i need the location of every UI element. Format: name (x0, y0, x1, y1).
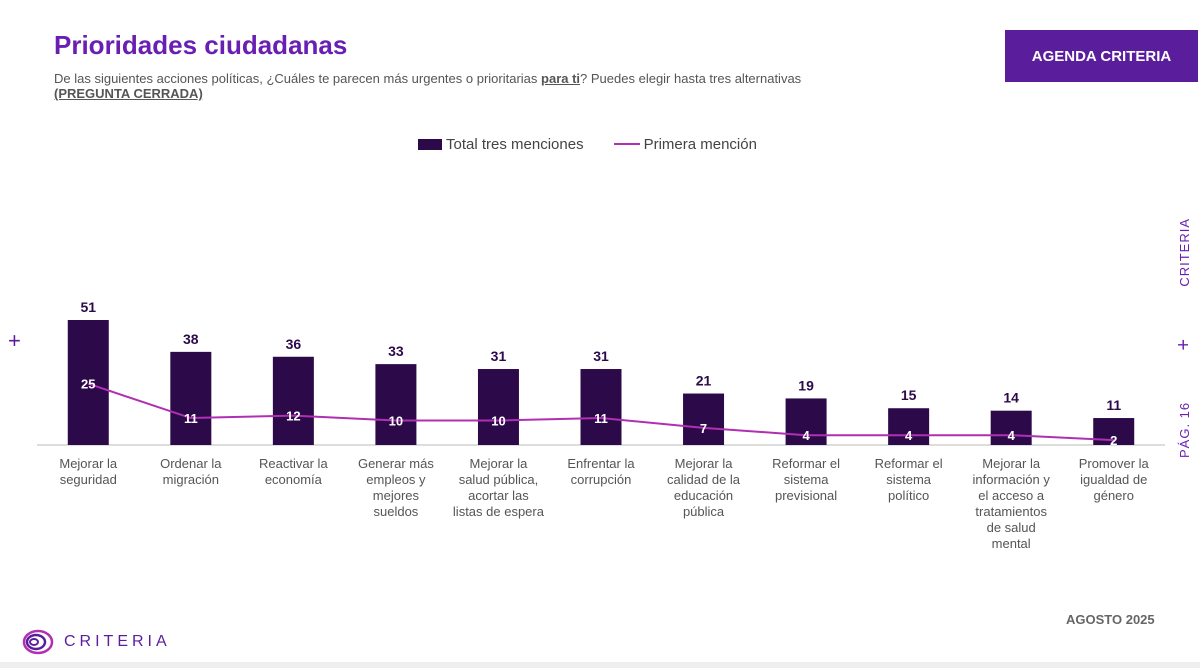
category-label: Promover la (1079, 456, 1150, 471)
chart-legend: Total tres menciones Primera mención (418, 134, 757, 154)
first-mention-label: 4 (1008, 428, 1016, 443)
category-label: corrupción (571, 472, 632, 487)
bar-value-label: 36 (286, 336, 302, 352)
bar-value-label: 31 (491, 348, 507, 364)
bar (170, 351, 212, 445)
category-label: Reactivar la (259, 456, 328, 471)
bar (990, 410, 1032, 445)
question-text-end: ? Puedes elegir hasta tres alternativas (580, 71, 802, 86)
question-type-note: (PREGUNTA CERRADA) (54, 86, 203, 101)
bottom-strip (0, 662, 1200, 668)
first-mention-label: 11 (184, 411, 198, 426)
category-label: economía (265, 472, 323, 487)
bar (375, 364, 417, 445)
category-label: el acceso a (978, 488, 1045, 503)
category-label: tratamientos (975, 504, 1047, 519)
category-label: migración (163, 472, 219, 487)
question-text: De las siguientes acciones políticas, ¿C… (54, 71, 894, 101)
category-label: empleos y (366, 472, 426, 487)
legend-line-swatch (613, 143, 640, 145)
category-label: Mejorar la (470, 456, 529, 471)
bar (888, 408, 930, 445)
first-mention-label: 11 (594, 411, 608, 426)
category-label: sistema (784, 472, 830, 487)
first-mention-label: 25 (81, 377, 95, 392)
bar (1093, 418, 1135, 445)
category-label: de salud (987, 520, 1036, 535)
category-label: Ordenar la (160, 456, 222, 471)
bar-value-label: 15 (901, 387, 917, 403)
bar-value-label: 31 (593, 348, 609, 364)
bar (67, 320, 109, 445)
bar-value-label: 38 (183, 331, 199, 347)
first-mention-label: 4 (905, 428, 913, 443)
category-label: mejores (373, 488, 420, 503)
bar-value-label: 51 (80, 299, 96, 315)
bar (580, 369, 622, 445)
category-label: Reformar el (875, 456, 943, 471)
category-label: Enfrentar la (567, 456, 635, 471)
question-text-emphasis: para ti (541, 71, 581, 86)
legend-label-total: Total tres menciones (446, 135, 584, 153)
category-label: Generar más (358, 456, 434, 471)
category-label: Reformar el (772, 456, 840, 471)
category-label: mental (992, 536, 1031, 551)
category-label: género (1093, 488, 1133, 503)
category-label: acortar las (468, 488, 529, 503)
page-title: Prioridades ciudadanas (54, 30, 348, 60)
criteria-logo-icon (22, 629, 54, 655)
bar-value-label: 19 (798, 377, 814, 393)
first-mention-label: 12 (286, 409, 300, 424)
first-mention-line (87, 382, 1114, 442)
question-text-start: De las siguientes acciones políticas, ¿C… (54, 71, 542, 86)
first-mention-label: 10 (491, 413, 505, 428)
category-label: Mejorar la (59, 456, 118, 471)
first-mention-label: 10 (389, 413, 403, 428)
category-label: sueldos (374, 504, 419, 519)
first-mention-label: 2 (1110, 433, 1117, 448)
first-mention-label: 4 (802, 428, 810, 443)
category-label: político (888, 488, 929, 503)
first-mention-label: 7 (700, 421, 707, 436)
bar (785, 398, 827, 445)
bar-value-label: 33 (388, 343, 404, 359)
plus-mark-left-icon: + (8, 328, 21, 353)
category-label: información y (973, 472, 1051, 487)
bar (477, 369, 519, 445)
category-label: sistema (886, 472, 932, 487)
category-label: Mejorar la (982, 456, 1041, 471)
category-label: educación (674, 488, 733, 503)
agenda-badge: AGENDA CRITERIA (1005, 30, 1198, 82)
category-label: seguridad (60, 472, 117, 487)
criteria-logo: CRITERIA (22, 627, 171, 657)
category-label: Mejorar la (675, 456, 734, 471)
legend-bar-swatch (418, 138, 442, 150)
bar (272, 356, 314, 445)
category-label: listas de espera (453, 504, 545, 519)
category-label: previsional (775, 488, 837, 503)
category-label: igualdad de (1080, 472, 1147, 487)
category-label: pública (683, 504, 725, 519)
bar (683, 393, 725, 445)
category-label: salud pública, (459, 472, 539, 487)
bar-value-label: 21 (696, 373, 712, 389)
logo-text: CRITERIA (64, 633, 171, 650)
bar-value-label: 11 (1106, 397, 1121, 413)
report-date: AGOSTO 2025 (1066, 612, 1155, 627)
category-label: calidad de la (667, 472, 741, 487)
bar-value-label: 14 (1003, 390, 1019, 406)
legend-label-first: Primera mención (643, 135, 757, 153)
